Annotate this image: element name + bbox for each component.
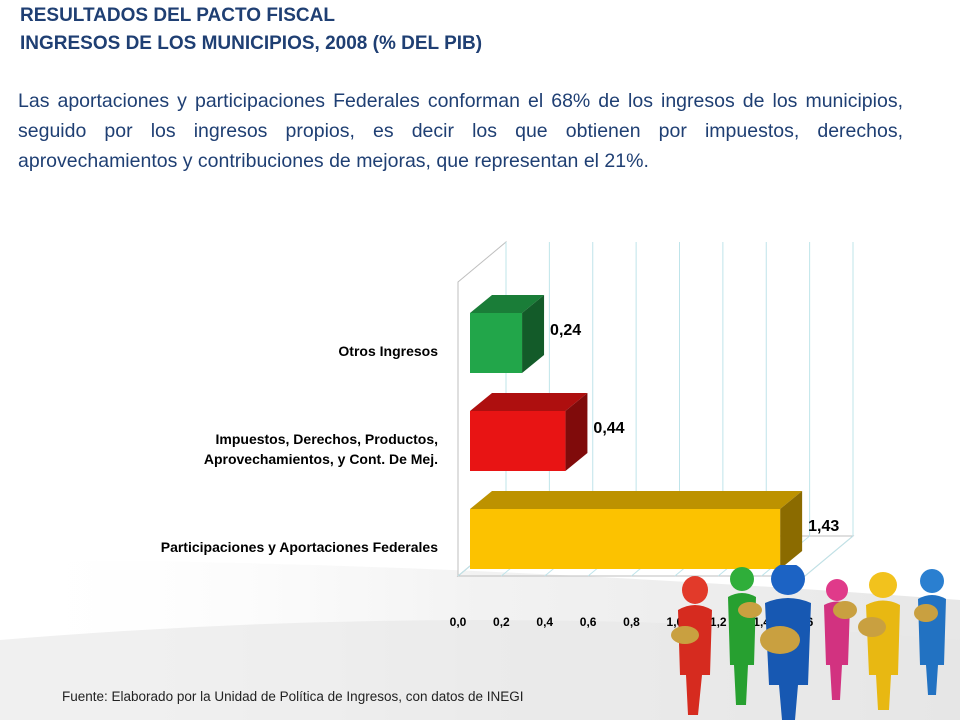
bar-value-label: 0,24 [550,322,581,339]
person-green-figure [728,567,762,705]
person-pink-figure [824,579,857,700]
bar [470,509,781,569]
bar-top [470,295,545,313]
people-illustration [671,565,946,720]
bar-top [470,393,588,411]
bar-top [470,491,803,509]
x-tick-label: 1,2 [710,615,727,629]
chart-category-labels: Otros Ingresos Impuestos, Derechos, Produ… [161,343,438,555]
bar-side [565,393,588,471]
bar [470,411,566,471]
description-text: Las aportaciones y participaciones Feder… [18,90,903,172]
bar-side [522,295,545,373]
floor-gridline [804,535,854,577]
bar [470,313,523,373]
source-footnote: Fuente: Elaborado por la Unidad de Polít… [62,689,524,704]
x-tick-label: 0,2 [493,615,510,629]
x-tick-label: 0,0 [450,615,467,629]
bar-chart: 0,24 0,44 1,43 Otros Ingresos Impuestos, De… [161,240,855,629]
person-yellow-figure [858,572,900,710]
person-blue-figure-right [914,569,946,695]
person-red-figure [671,576,712,715]
page-title: RESULTADOS DEL PACTO FISCAL [20,5,335,26]
page-subtitle: INGRESOS DE LOS MUNICIPIOS, 2008 (% DEL … [20,33,483,54]
category-label: Impuestos, Derechos, Productos, [216,431,439,447]
bar-value-label: 1,43 [808,518,839,535]
chart-bars: 0,24 0,44 1,43 [470,295,839,569]
category-label: Aprovechamientos, y Cont. De Mej. [204,451,438,467]
x-tick-label: 0,6 [580,615,597,629]
category-label: Otros Ingresos [338,343,438,359]
x-tick-label: 0,4 [536,615,553,629]
x-tick-label: 0,8 [623,615,640,629]
category-label: Participaciones y Aportaciones Federales [161,539,438,555]
person-blue-figure [760,565,811,720]
bar-side [780,491,803,569]
bar-value-label: 0,44 [593,420,624,437]
page-heading: RESULTADOS DEL PACTO FISCAL INGRESOS DE … [20,2,482,58]
